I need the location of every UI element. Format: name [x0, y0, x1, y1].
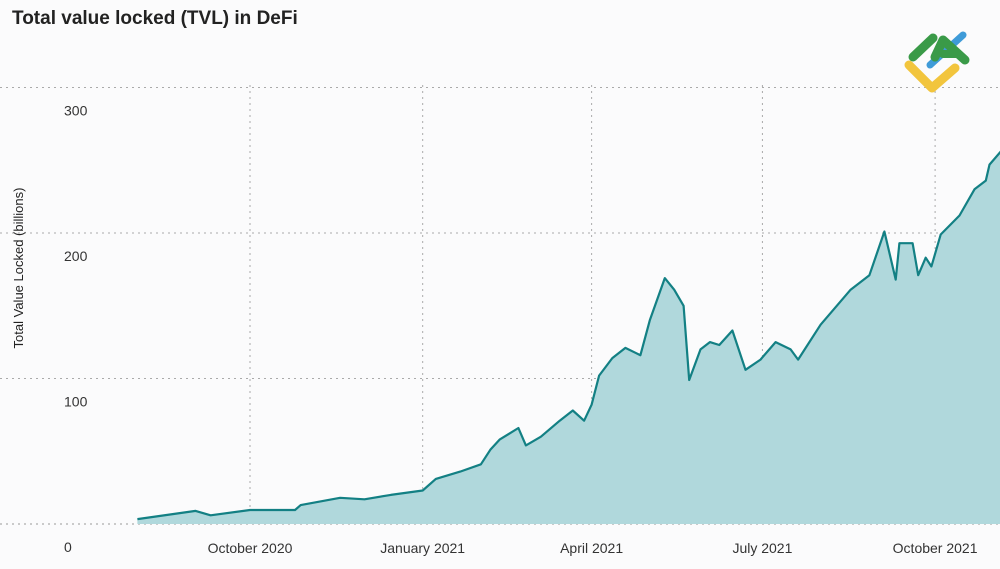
chart-title: Total value locked (TVL) in DeFi [12, 8, 298, 29]
tvl-area-fill [137, 152, 1000, 524]
x-tick-label: October 2021 [893, 540, 978, 556]
brand-logo [904, 31, 970, 93]
x-tick-label: October 2020 [208, 540, 293, 556]
y-axis-label: Total Value Locked (billions) [11, 188, 26, 349]
y-tick-label: 300 [64, 103, 88, 119]
y-tick-label: 0 [64, 539, 72, 555]
x-tick-label: April 2021 [560, 540, 623, 556]
tvl-line [137, 150, 1000, 521]
x-tick-label: January 2021 [380, 540, 465, 556]
y-tick-label: 100 [64, 394, 88, 410]
y-tick-label: 200 [64, 248, 88, 264]
x-tick-label: July 2021 [732, 540, 792, 556]
